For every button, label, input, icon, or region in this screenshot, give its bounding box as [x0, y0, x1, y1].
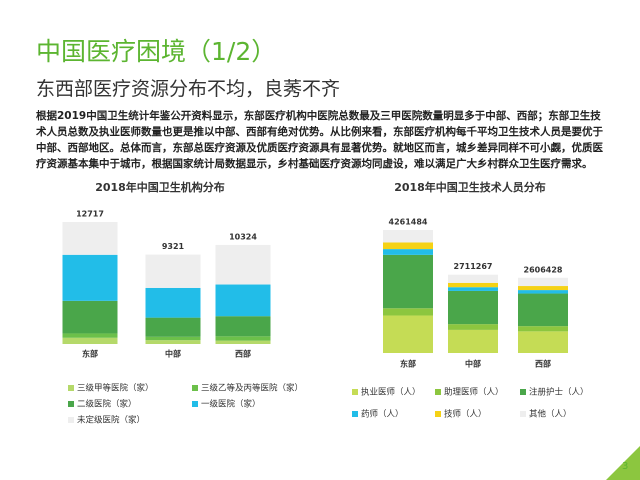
category-label: 东部: [400, 359, 416, 369]
chart-title: 2018年中国卫生机构分布: [95, 180, 225, 194]
legend-label: 技师（人）: [444, 409, 487, 420]
bar-segment: [215, 244, 271, 285]
bar-segment: [518, 290, 568, 294]
total-label: 9321: [162, 242, 185, 251]
total-label: 2606428: [524, 265, 563, 274]
legend-swatch: [192, 385, 198, 391]
page-number: 3: [622, 461, 628, 472]
category-label: 西部: [235, 349, 251, 359]
legend-label: 未定级医院（家）: [77, 415, 145, 426]
legend-swatch: [68, 417, 74, 423]
bar-segment: [518, 286, 568, 291]
slide-title: 中国医疗困境（1/2）: [36, 37, 277, 66]
legend-label: 二级医院（家）: [77, 399, 137, 410]
legend-label: 执业医师（人）: [361, 387, 421, 398]
bar-segment: [448, 282, 498, 288]
legend-swatch: [192, 401, 198, 407]
legend-swatch: [435, 389, 441, 395]
bar-segment: [518, 293, 568, 327]
legend-swatch: [520, 411, 526, 417]
total-label: 12717: [76, 210, 104, 219]
legend-label: 一级医院（家）: [201, 399, 261, 410]
bar-segment: [145, 317, 201, 337]
bar-segment: [383, 242, 433, 250]
legend-label: 药师（人）: [361, 409, 404, 420]
slide-subtitle: 东西部医疗资源分布不均，良莠不齐: [36, 78, 341, 100]
legend-label: 助理医师（人）: [444, 387, 504, 398]
bar-segment: [215, 340, 271, 344]
bar-segment: [62, 222, 118, 255]
bar-segment: [518, 277, 568, 287]
legend-label: 其他（人）: [529, 409, 572, 420]
chart-title: 2018年中国卫生技术人员分布: [394, 180, 546, 194]
bar-segment: [62, 333, 118, 338]
bar-segment: [383, 254, 433, 309]
bar-segment: [383, 315, 433, 353]
legend-label: 三级乙等及丙等医院（家）: [201, 383, 303, 394]
bar-segment: [215, 336, 271, 341]
bar-segment: [383, 230, 433, 243]
category-label: 中部: [465, 359, 481, 369]
bar-segment: [215, 284, 271, 317]
category-label: 中部: [165, 349, 181, 359]
bar-segment: [448, 329, 498, 353]
bar-segment: [145, 336, 201, 341]
legend-swatch: [68, 401, 74, 407]
bar-segment: [62, 254, 118, 301]
bar-segment: [448, 287, 498, 291]
total-label: 10324: [229, 232, 257, 241]
bar-segment: [62, 337, 118, 344]
legend-swatch: [435, 411, 441, 417]
legend-swatch: [352, 411, 358, 417]
bar-segment: [518, 326, 568, 332]
bar-segment: [145, 340, 201, 344]
bar-segment: [448, 324, 498, 330]
bar-segment: [518, 331, 568, 353]
corner-decoration: [606, 446, 640, 480]
bar-segment: [448, 290, 498, 325]
bar-segment: [448, 274, 498, 283]
bar-segment: [383, 249, 433, 255]
bar-segment: [145, 287, 201, 318]
legend-label: 三级甲等医院（家）: [77, 383, 154, 394]
total-label: 2711267: [454, 262, 493, 271]
bar-segment: [145, 254, 201, 288]
category-label: 东部: [82, 349, 98, 359]
paragraph: 根据2019中国卫生统计年鉴公开资料显示，东部医疗机构中医院总数最及三甲医院数量…: [36, 110, 603, 170]
bar-segment: [62, 300, 118, 334]
legend-swatch: [352, 389, 358, 395]
total-label: 4261484: [389, 218, 428, 227]
legend-swatch: [68, 385, 74, 391]
legend-swatch: [520, 389, 526, 395]
bar-segment: [215, 316, 271, 337]
category-label: 西部: [535, 359, 551, 369]
legend-label: 注册护士（人）: [529, 387, 589, 398]
bar-segment: [383, 308, 433, 316]
